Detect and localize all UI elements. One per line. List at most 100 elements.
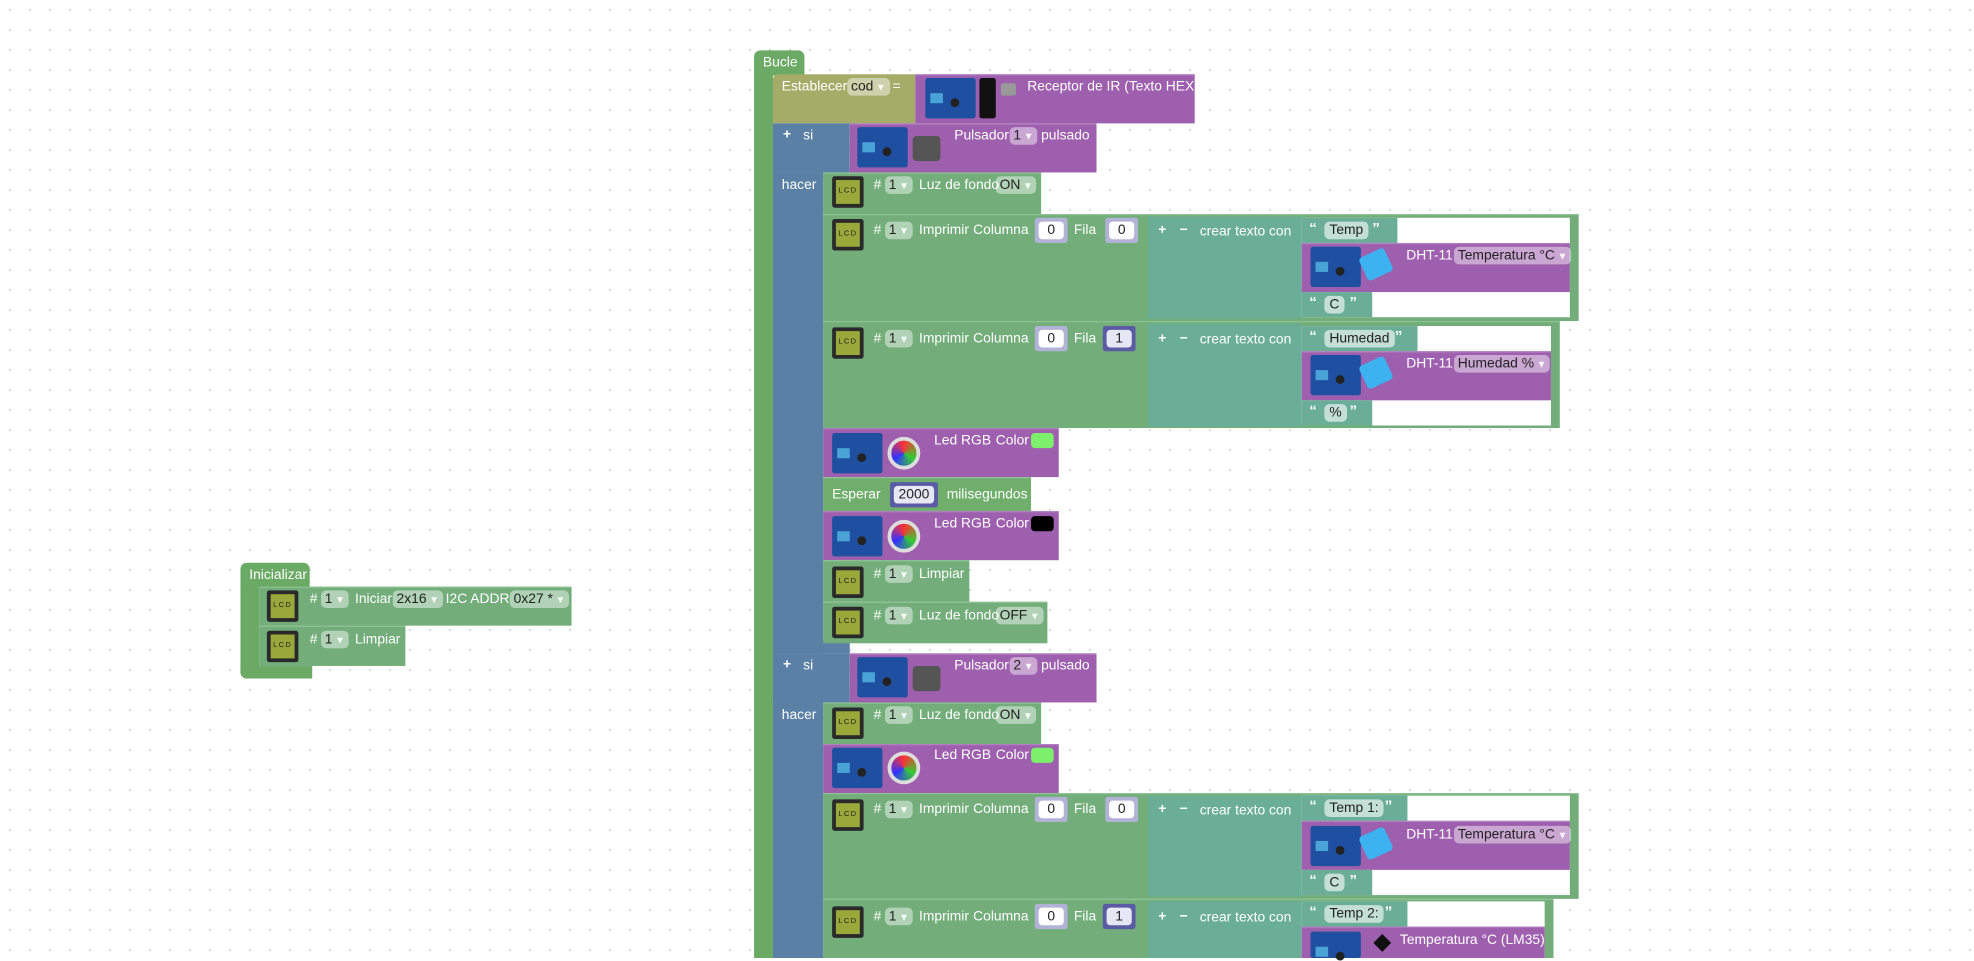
quote-close-icon: ”	[1372, 219, 1380, 237]
lcd-number-dropdown[interactable]: 1 ▼	[885, 176, 913, 194]
color-swatch[interactable]	[1031, 516, 1054, 532]
si-label: si	[803, 658, 814, 674]
si-label: si	[803, 128, 814, 144]
text-field[interactable]: Temp 2:	[1324, 905, 1384, 923]
i2c-addr-dropdown[interactable]: 0x27 * ▼	[509, 590, 570, 609]
column-number-input[interactable]: 0	[1034, 326, 1068, 352]
hash-label: #	[309, 631, 318, 648]
text-field[interactable]: Temp	[1324, 221, 1369, 240]
lcd-icon: LCD	[832, 219, 864, 251]
column-number-input[interactable]: 0	[1034, 217, 1068, 243]
remove-item-icon[interactable]: −	[1179, 801, 1188, 818]
text-field[interactable]: %	[1324, 404, 1347, 422]
i2c-addr-label: I2C ADDR	[445, 591, 510, 607]
row-number-input[interactable]: 1	[1102, 326, 1136, 352]
column-number-input[interactable]: 0	[1034, 903, 1068, 930]
add-item-icon[interactable]: +	[1158, 331, 1167, 347]
arduino-board-icon	[832, 433, 883, 474]
crear-texto-label: crear texto con	[1199, 910, 1292, 926]
row-number-input[interactable]: 1	[1102, 903, 1136, 930]
dht11-label: DHT-11	[1406, 827, 1453, 843]
add-item-icon[interactable]: +	[1158, 801, 1167, 818]
hacer-label: hacer	[781, 177, 817, 193]
text-field[interactable]: C	[1324, 295, 1345, 314]
add-condition-icon[interactable]: +	[783, 127, 792, 143]
led-rgb-label: Led RGB	[934, 433, 992, 449]
text-field[interactable]: Humedad	[1324, 329, 1395, 348]
remove-item-icon[interactable]: −	[1179, 222, 1188, 238]
text-join-block[interactable]	[1148, 795, 1302, 897]
if-block-1[interactable]	[772, 123, 850, 173]
crear-texto-label: crear texto con	[1199, 224, 1292, 240]
lcd-number-dropdown[interactable]: 1 ▼	[885, 706, 913, 724]
lcd-icon: LCD	[266, 630, 299, 663]
hash-label: #	[873, 608, 882, 624]
columna-label: Columna	[973, 331, 1029, 347]
rgb-led-icon	[887, 436, 921, 470]
add-item-icon[interactable]: +	[1158, 908, 1167, 925]
lcd-number-dropdown[interactable]: 1 ▼	[885, 221, 913, 240]
lcd-icon: LCD	[832, 566, 864, 598]
remove-item-icon[interactable]: −	[1179, 908, 1188, 925]
text-join-block[interactable]	[1148, 901, 1302, 959]
add-item-icon[interactable]: +	[1158, 222, 1167, 238]
column-number-input[interactable]: 0	[1034, 796, 1068, 823]
text-field[interactable]: C	[1324, 873, 1345, 892]
pulsado-label: pulsado	[1041, 128, 1090, 144]
columna-label: Columna	[973, 801, 1029, 818]
quote-close-icon: ”	[1384, 902, 1393, 921]
imprimir-label: Imprimir	[918, 801, 969, 818]
color-label: Color	[995, 747, 1029, 763]
arduino-board-icon	[857, 127, 908, 168]
arduino-board-icon	[1310, 246, 1361, 288]
lcd-number-dropdown[interactable]: 1 ▼	[885, 565, 913, 583]
backlight-dropdown[interactable]: OFF ▼	[995, 606, 1044, 625]
measure-dropdown[interactable]: Humedad % ▼	[1454, 355, 1551, 373]
wait-ms-input[interactable]: 2000	[890, 482, 938, 508]
measure-dropdown[interactable]: Temperatura °C ▼	[1454, 246, 1572, 265]
arduino-board-icon	[925, 78, 976, 119]
lcd-icon: LCD	[832, 906, 864, 938]
hash-label: #	[873, 331, 882, 347]
text-join-block[interactable]	[1148, 216, 1302, 319]
button-number-dropdown[interactable]: 1 ▼	[1009, 127, 1038, 145]
set-variable-block[interactable]	[772, 74, 916, 124]
variable-dropdown[interactable]: cod ▼	[847, 78, 890, 96]
fila-label: Fila	[1073, 801, 1097, 818]
esperar-label: Esperar	[832, 487, 881, 503]
row-number-input[interactable]: 0	[1105, 796, 1139, 823]
backlight-dropdown[interactable]: ON ▼	[995, 176, 1037, 194]
backlight-label: Luz de fondo	[918, 177, 1000, 193]
button-number-dropdown[interactable]: 2 ▼	[1009, 657, 1038, 675]
lcd-number-dropdown[interactable]: 1 ▼	[885, 800, 913, 819]
imprimir-label: Imprimir	[918, 331, 969, 347]
lcd-number-dropdown[interactable]: 1 ▼	[321, 590, 349, 609]
crear-texto-label: crear texto con	[1199, 803, 1292, 819]
columna-label: Columna	[973, 222, 1029, 238]
quote-open-icon: “	[1309, 293, 1317, 311]
arduino-board-icon	[832, 516, 883, 557]
lcd-icon: LCD	[832, 707, 864, 739]
quote-close-icon: ”	[1394, 327, 1403, 345]
if-block-2[interactable]	[772, 653, 850, 703]
lcd-init-block[interactable]	[259, 586, 572, 626]
hash-label: #	[873, 801, 882, 818]
lcd-number-dropdown[interactable]: 1 ▼	[885, 907, 913, 926]
lcd-number-dropdown[interactable]: 1 ▼	[885, 329, 913, 348]
lcd-number-dropdown[interactable]: 1 ▼	[885, 606, 913, 625]
establecer-label: Establecer	[781, 79, 848, 95]
color-swatch[interactable]	[1031, 433, 1054, 449]
text-join-block[interactable]	[1148, 323, 1302, 427]
backlight-dropdown[interactable]: ON ▼	[995, 706, 1037, 724]
text-field[interactable]: Temp 1:	[1324, 799, 1384, 818]
fila-label: Fila	[1073, 331, 1097, 347]
fila-label: Fila	[1073, 908, 1097, 925]
lcd-number-dropdown[interactable]: 1 ▼	[321, 630, 349, 649]
measure-dropdown[interactable]: Temperatura °C ▼	[1454, 825, 1572, 844]
add-condition-icon[interactable]: +	[783, 657, 792, 673]
row-number-input[interactable]: 0	[1105, 217, 1139, 243]
remove-item-icon[interactable]: −	[1179, 331, 1188, 347]
lcd-size-dropdown[interactable]: 2x16 ▼	[392, 590, 443, 609]
color-swatch[interactable]	[1031, 747, 1054, 763]
